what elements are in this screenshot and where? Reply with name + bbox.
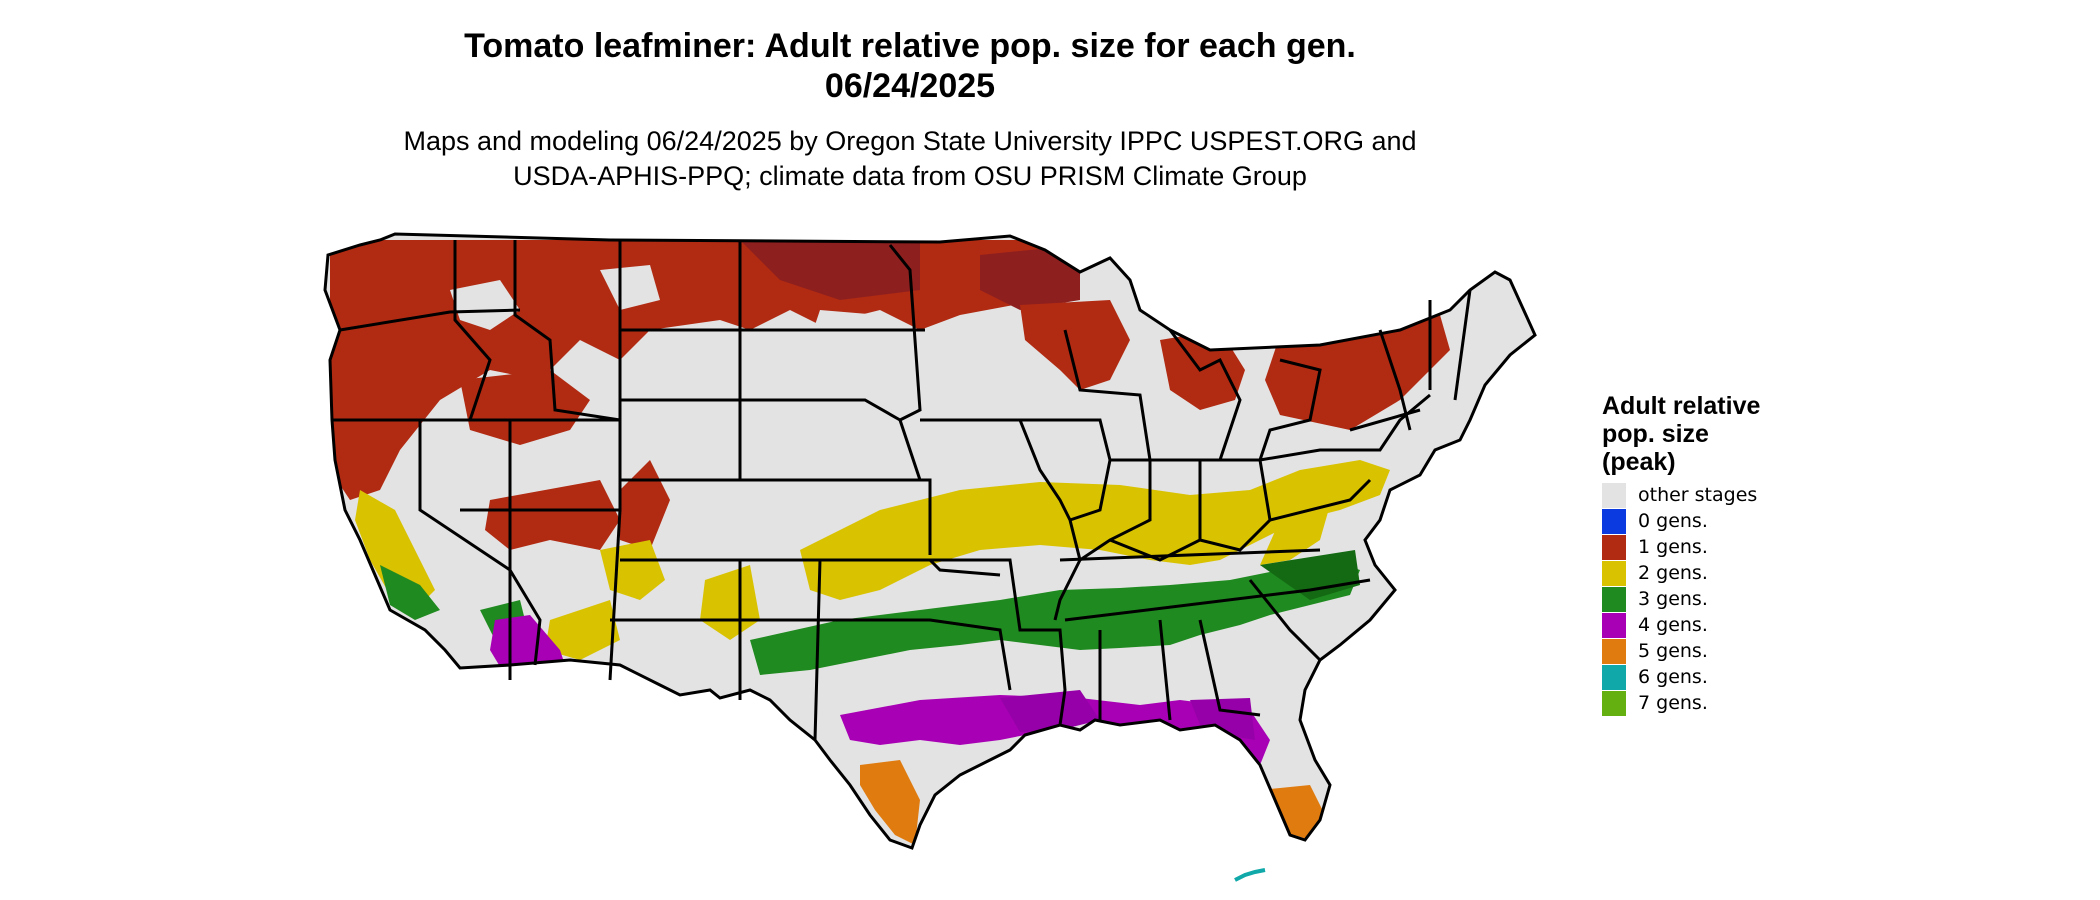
- zone-5-gens: [860, 760, 1325, 845]
- legend-label: 6 gens.: [1638, 666, 1708, 688]
- legend-item-2-gens: 2 gens.: [1602, 560, 1842, 586]
- legend-label: 3 gens.: [1638, 588, 1708, 610]
- legend-label: 0 gens.: [1638, 510, 1708, 532]
- legend-item-4-gens: 4 gens.: [1602, 612, 1842, 638]
- legend-swatch: [1602, 664, 1626, 690]
- map-title-line-2: 06/24/2025: [824, 67, 996, 105]
- map-subtitle-line-1: Maps and modeling 06/24/2025 by Oregon S…: [403, 126, 1417, 156]
- legend-label: other stages: [1638, 484, 1758, 506]
- legend-title: Adult relative pop. size (peak): [1602, 392, 1842, 476]
- legend-swatch: [1602, 586, 1626, 612]
- legend-title-line-2: pop. size: [1602, 420, 1709, 448]
- legend-item-other-stages: other stages: [1602, 482, 1842, 508]
- state-borders: [323, 232, 1537, 850]
- us-generation-map: [323, 232, 1537, 882]
- map-legend: Adult relative pop. size (peak) other st…: [1602, 392, 1842, 716]
- legend-item-6-gens: 6 gens.: [1602, 664, 1842, 690]
- map-subtitle: Maps and modeling 06/24/2025 by Oregon S…: [0, 124, 1820, 194]
- legend-swatch: [1602, 482, 1626, 508]
- legend-label: 1 gens.: [1638, 536, 1708, 558]
- legend-swatch: [1602, 534, 1626, 560]
- legend-swatch: [1602, 612, 1626, 638]
- legend-swatch: [1602, 690, 1626, 716]
- legend-item-5-gens: 5 gens.: [1602, 638, 1842, 664]
- legend-swatch: [1602, 560, 1626, 586]
- legend-swatch: [1602, 508, 1626, 534]
- legend-item-0-gens: 0 gens.: [1602, 508, 1842, 534]
- map-title-line-1: Tomato leafminer: Adult relative pop. si…: [464, 27, 1356, 65]
- legend-title-line-1: Adult relative: [1602, 392, 1761, 420]
- legend-swatch: [1602, 638, 1626, 664]
- legend-title-line-3: (peak): [1602, 448, 1676, 476]
- florida-keys: [1234, 868, 1266, 882]
- legend-label: 2 gens.: [1638, 562, 1708, 584]
- map-subtitle-line-2: USDA-APHIS-PPQ; climate data from OSU PR…: [513, 161, 1307, 191]
- legend-item-3-gens: 3 gens.: [1602, 586, 1842, 612]
- legend-label: 5 gens.: [1638, 640, 1708, 662]
- legend-item-7-gens: 7 gens.: [1602, 690, 1842, 716]
- legend-label: 7 gens.: [1638, 692, 1708, 714]
- map-title: Tomato leafminer: Adult relative pop. si…: [0, 26, 1820, 106]
- legend-item-1-gens: 1 gens.: [1602, 534, 1842, 560]
- legend-label: 4 gens.: [1638, 614, 1708, 636]
